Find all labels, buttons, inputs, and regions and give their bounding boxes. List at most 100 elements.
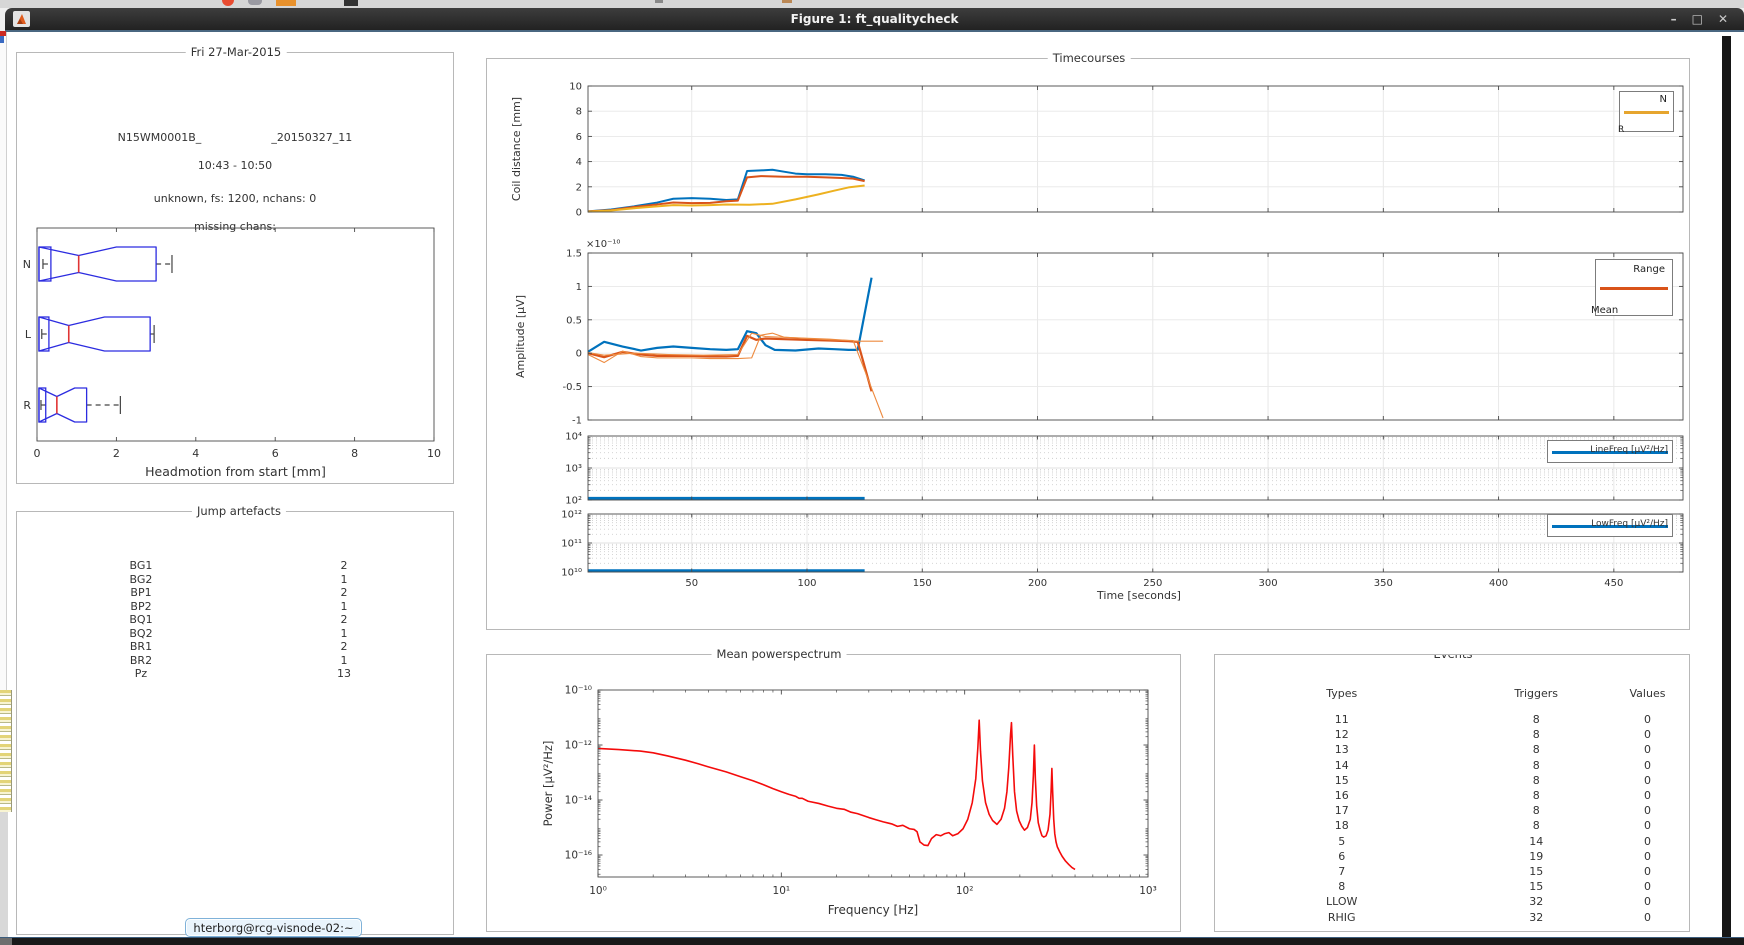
jump-artefacts-panel: Jump artefacts BG1 2 BG2 1 BP1 2 BP2 1 BQ1 2 BQ2 1 B…: [16, 504, 455, 935]
events-table: 11 8 0 12 8 0 13 8 0 14 8 0 15 8 0 16 8 0 17 8 0 18 8 0 5 14 0 6 19 0…: [1215, 712, 1689, 925]
cell: 32: [1529, 895, 1544, 909]
cell: BR2: [129, 653, 153, 667]
svg-text:4: 4: [192, 447, 199, 460]
svg-text:Amplitude [µV]: Amplitude [µV]: [514, 295, 527, 378]
jump-artefacts-table: BG1 2 BG2 1 BP1 2 BP2 1 BQ1 2 BQ2 1 BR1 2 BR2 1 Pz 13: [17, 559, 455, 681]
cell: 7: [1338, 865, 1346, 879]
jump-table-row: BQ2 1: [17, 627, 455, 641]
events-table-row: 16 8 0: [1215, 788, 1689, 803]
background-window-fragment: [0, 36, 4, 43]
cell: 0: [1643, 849, 1651, 863]
cell: 6: [1338, 849, 1346, 863]
window-left-edge: [0, 32, 7, 937]
cell: 2: [340, 640, 348, 653]
svg-text:L: L: [25, 328, 32, 341]
svg-text:Power [µV²/Hz]: Power [µV²/Hz]: [541, 741, 555, 827]
svg-text:1: 1: [576, 282, 582, 293]
jump-table-row: BP1 2: [17, 586, 455, 600]
cell: 8: [1532, 743, 1540, 757]
jump-panel-title: Jump artefacts: [191, 504, 287, 518]
events-table-header: Types Triggers Values: [1215, 687, 1689, 700]
maximize-button[interactable]: □: [1691, 12, 1703, 26]
cell: 12: [1334, 728, 1349, 742]
jump-table-row: BG2 1: [17, 573, 455, 587]
svg-text:6: 6: [576, 132, 582, 143]
minimize-button[interactable]: –: [1670, 12, 1677, 26]
svg-text:10: 10: [569, 82, 582, 93]
desktop-icon-fragment: [248, 0, 262, 5]
taskbar-tooltip: hterborg@rcg-visnode-02:~: [185, 918, 362, 937]
cell: 0: [1643, 819, 1651, 833]
svg-text:8: 8: [351, 447, 358, 460]
cell: BQ2: [129, 626, 153, 640]
powerspectrum-panel: Mean powerspectrum: [486, 647, 1181, 932]
lowfreq-legend[interactable]: LowFreq [µV²/Hz]: [1547, 514, 1673, 537]
desktop-top-strip: [0, 0, 1744, 8]
cell: 0: [1643, 773, 1651, 787]
events-table-row: 14 8 0: [1215, 758, 1689, 773]
jump-table-row: Pz 13: [17, 667, 455, 681]
coil-legend[interactable]: N R: [1618, 91, 1674, 135]
svg-text:-1: -1: [572, 416, 582, 427]
cell: 0: [1643, 865, 1651, 879]
cell: 0: [1643, 880, 1651, 894]
svg-text:10: 10: [427, 447, 441, 460]
background-window-sliver: [0, 812, 8, 937]
amplitude-legend[interactable]: Range Mean: [1591, 259, 1673, 316]
svg-text:N: N: [23, 258, 31, 271]
svg-text:450: 450: [1604, 578, 1623, 589]
cell: 0: [1643, 758, 1651, 772]
cell: 0: [1643, 743, 1651, 757]
svg-text:10³: 10³: [565, 464, 582, 475]
cell: 5: [1338, 834, 1346, 848]
taskbar-edge: [0, 937, 1744, 945]
cell: 0: [1643, 713, 1651, 726]
cell: 0: [1643, 728, 1651, 742]
cell: 2: [340, 559, 348, 572]
events-table-row: 13 8 0: [1215, 742, 1689, 757]
cell: 17: [1334, 804, 1349, 818]
jump-table-row: BR2 1: [17, 654, 455, 668]
svg-text:10⁻¹⁴: 10⁻¹⁴: [565, 795, 592, 807]
linefreq-legend-line: [1552, 451, 1668, 454]
events-title: Events: [1428, 655, 1478, 661]
cell: 8: [1532, 758, 1540, 772]
events-table-row: 7 15 0: [1215, 864, 1689, 879]
svg-text:R: R: [23, 399, 31, 412]
svg-text:0: 0: [34, 447, 41, 460]
lowfreq-legend-label: LowFreq [µV²/Hz]: [1591, 519, 1668, 529]
svg-text:10¹: 10¹: [773, 885, 791, 897]
desktop-icon-fragment: [782, 0, 792, 3]
linefreq-legend[interactable]: LineFreq [µV²/Hz]: [1547, 440, 1673, 463]
cell: 13: [337, 667, 351, 680]
cell: 8: [1338, 880, 1346, 894]
events-table-row: 11 8 0: [1215, 712, 1689, 727]
events-table-row: 15 8 0: [1215, 773, 1689, 788]
cell: 8: [1532, 728, 1540, 742]
cell: 19: [1529, 849, 1544, 863]
cell: 15: [1529, 880, 1544, 894]
svg-text:-0.5: -0.5: [562, 382, 582, 393]
window-title: Figure 1: ft_qualitycheck: [790, 12, 959, 26]
jump-table-row: BP2 1: [17, 600, 455, 614]
svg-text:Coil distance [mm]: Coil distance [mm]: [510, 97, 523, 201]
events-table-row: 18 8 0: [1215, 818, 1689, 833]
svg-text:0.5: 0.5: [566, 315, 582, 326]
cell: 13: [1334, 743, 1349, 757]
cell: 14: [1529, 834, 1544, 848]
svg-text:6: 6: [272, 447, 279, 460]
cell: 8: [1532, 804, 1540, 818]
cell: 16: [1334, 789, 1349, 803]
close-button[interactable]: ✕: [1717, 12, 1728, 26]
svg-text:10²: 10²: [565, 496, 582, 507]
svg-text:Time [seconds]: Time [seconds]: [1096, 589, 1181, 602]
window-titlebar[interactable]: Figure 1: ft_qualitycheck – □ ✕: [5, 8, 1744, 30]
taskbar-edge-highlight: [0, 938, 12, 945]
svg-text:×10⁻¹⁰: ×10⁻¹⁰: [586, 239, 620, 250]
cell: 1: [340, 626, 348, 640]
svg-text:10¹⁰: 10¹⁰: [561, 568, 582, 579]
svg-text:10¹¹: 10¹¹: [561, 539, 582, 550]
events-header-row: Types Triggers Values: [1215, 687, 1689, 700]
svg-text:8: 8: [576, 107, 582, 118]
cell: BG1: [129, 559, 153, 572]
